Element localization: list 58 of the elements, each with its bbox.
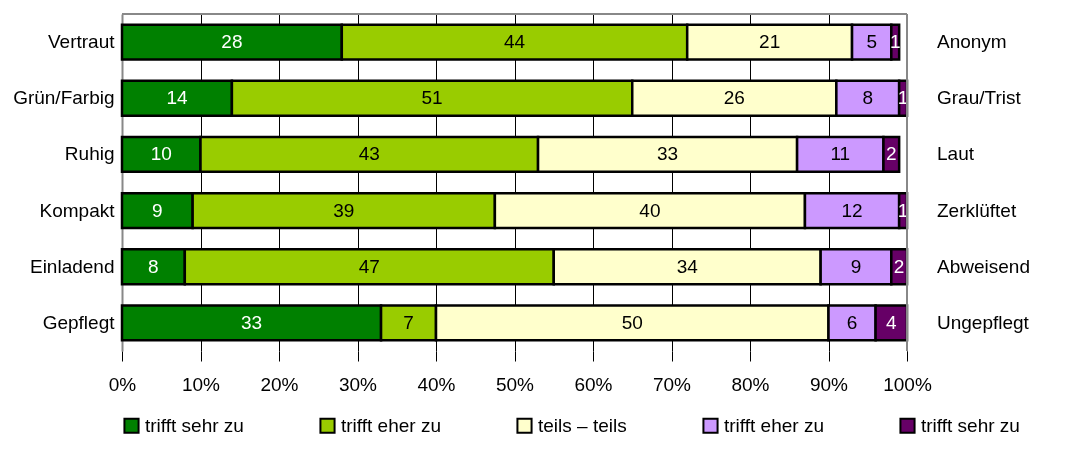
data-label: 11 bbox=[830, 143, 851, 165]
legend-label: trifft eher zu bbox=[724, 414, 824, 436]
data-label: 34 bbox=[676, 255, 699, 277]
data-label: 8 bbox=[862, 87, 874, 109]
x-tick-label: 10% bbox=[181, 373, 221, 395]
data-label: 1 bbox=[897, 199, 909, 221]
data-label: 2 bbox=[893, 255, 905, 277]
text: Anonym bbox=[937, 31, 1007, 53]
data-label: 43 bbox=[358, 143, 380, 165]
data-label: 44 bbox=[503, 31, 526, 53]
data-label: 8 bbox=[148, 255, 159, 277]
x-tick-label: 20% bbox=[260, 373, 299, 395]
data-label: 50 bbox=[621, 311, 643, 333]
data-label: 1 bbox=[897, 87, 909, 109]
data-label: 6 bbox=[846, 311, 858, 333]
x-tick-label: 70% bbox=[652, 373, 692, 395]
x-tick-label: 90% bbox=[809, 373, 849, 395]
data-label: 47 bbox=[358, 255, 380, 277]
data-label: 12 bbox=[841, 199, 863, 221]
legend-label: teils – teils bbox=[538, 414, 627, 436]
text: Laut bbox=[937, 143, 975, 165]
legend-label: trifft sehr zu bbox=[145, 414, 244, 436]
data-label: 1 bbox=[889, 31, 901, 53]
data-label: 10 bbox=[150, 143, 172, 165]
data-label: 40 bbox=[639, 199, 661, 221]
x-tick-label: 50% bbox=[495, 373, 535, 395]
data-label: 51 bbox=[421, 87, 443, 109]
text: Grau/Trist bbox=[937, 87, 1022, 109]
data-label: 7 bbox=[403, 311, 414, 333]
data-label: 39 bbox=[333, 199, 355, 221]
y-tick-label: Einladend bbox=[29, 255, 115, 277]
legend-label: trifft eher zu bbox=[341, 414, 441, 436]
text: Zerklüftet bbox=[937, 199, 1017, 221]
x-tick-label: 30% bbox=[338, 373, 378, 395]
y-tick-label: Vertraut bbox=[47, 31, 116, 53]
legend-label: trifft sehr zu bbox=[921, 414, 1020, 436]
data-label: 26 bbox=[723, 87, 745, 109]
x-tick-label: 80% bbox=[731, 373, 770, 395]
data-label: 9 bbox=[152, 199, 163, 221]
x-tick-label: 40% bbox=[417, 373, 456, 395]
data-label: 2 bbox=[886, 143, 897, 165]
x-tick-label: 0% bbox=[108, 373, 137, 395]
data-label: 21 bbox=[759, 31, 781, 53]
y-tick-label: Gepflegt bbox=[42, 311, 116, 333]
data-label: 9 bbox=[850, 255, 862, 277]
data-label: 5 bbox=[866, 31, 877, 53]
data-label: 14 bbox=[166, 87, 188, 109]
y-tick-label: Ruhig bbox=[64, 143, 115, 165]
data-label: 28 bbox=[221, 31, 243, 53]
y-tick-label: Kompakt bbox=[39, 199, 116, 221]
text: Abweisend bbox=[937, 255, 1030, 277]
text: Ungepflegt bbox=[937, 311, 1030, 333]
x-tick-label: 100% bbox=[883, 373, 932, 395]
y-tick-label: Grün/Farbig bbox=[13, 87, 115, 109]
data-label: 33 bbox=[657, 143, 679, 165]
x-tick-label: 60% bbox=[574, 373, 613, 395]
data-label: 33 bbox=[240, 311, 263, 333]
data-label: 4 bbox=[886, 311, 898, 333]
